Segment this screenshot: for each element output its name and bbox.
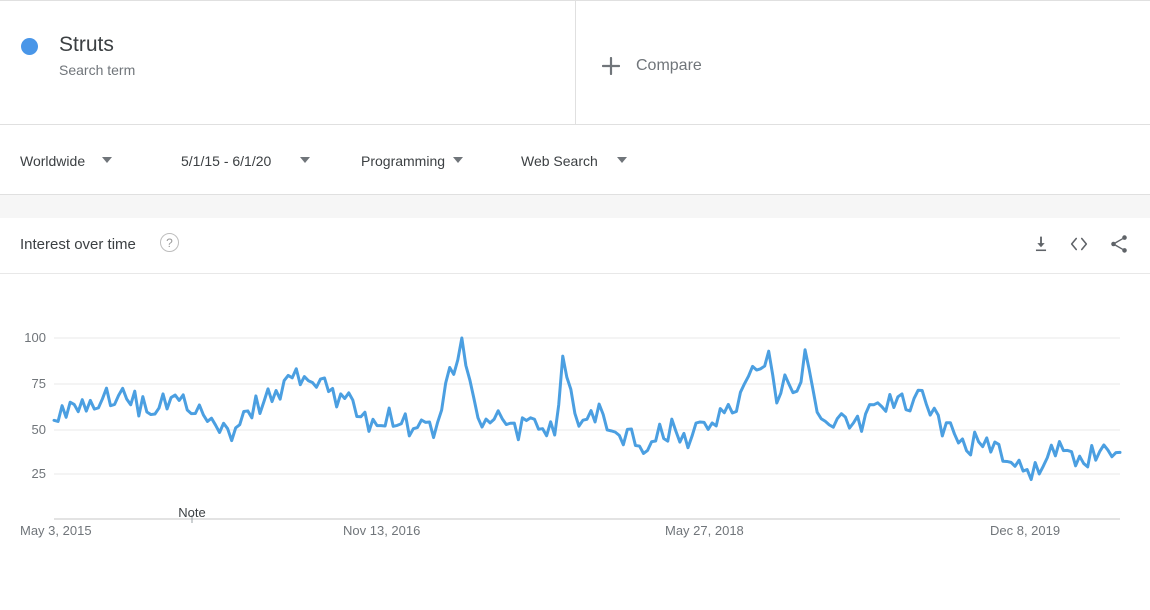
svg-text:50: 50 bbox=[32, 422, 46, 437]
svg-text:75: 75 bbox=[32, 376, 46, 391]
svg-text:May 27, 2018: May 27, 2018 bbox=[665, 523, 744, 538]
svg-text:May 3, 2015: May 3, 2015 bbox=[20, 523, 92, 538]
svg-text:Dec 8, 2019: Dec 8, 2019 bbox=[990, 523, 1060, 538]
svg-text:Nov 13, 2016: Nov 13, 2016 bbox=[343, 523, 420, 538]
svg-text:25: 25 bbox=[32, 466, 46, 481]
svg-text:100: 100 bbox=[24, 330, 46, 345]
svg-text:Note: Note bbox=[178, 505, 205, 520]
